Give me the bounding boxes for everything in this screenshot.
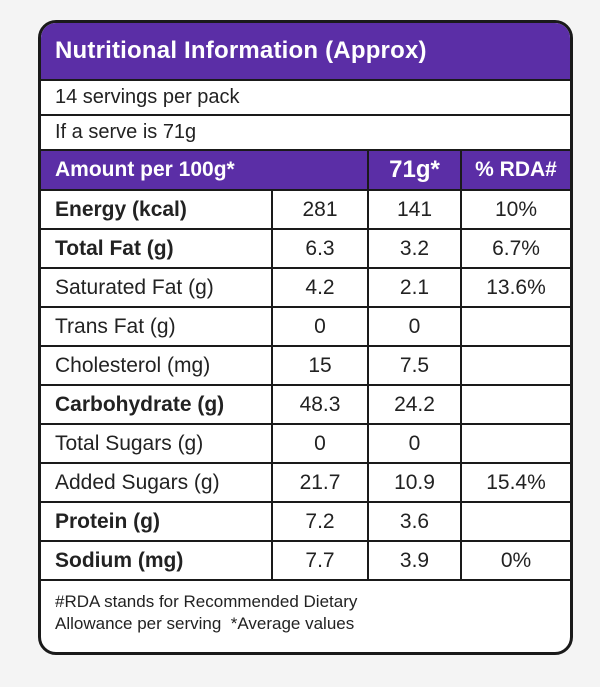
- table-row: Total Sugars (g) 0 0: [41, 424, 570, 464]
- value-per-100g: 0: [272, 307, 370, 347]
- value-per-serve: 3.6: [368, 502, 463, 542]
- nutrient-name: Carbohydrate (g): [41, 385, 273, 425]
- header-rda: % RDA#: [461, 151, 570, 191]
- table-row: Total Fat (g) 6.3 3.2 6.7%: [41, 229, 570, 269]
- value-per-serve: 141: [368, 190, 463, 230]
- footnote: #RDA stands for Recommended Dietary Allo…: [41, 581, 570, 635]
- value-per-serve: 3.2: [368, 229, 463, 269]
- footnote-average-line: Allowance per serving *Average values: [55, 614, 355, 633]
- serving-size: If a serve is 71g: [41, 116, 570, 151]
- table-row: Energy (kcal) 281 141 10%: [41, 190, 570, 230]
- nutrition-label: Nutritional Information (Approx) 14 serv…: [38, 20, 573, 655]
- nutrient-name: Cholesterol (mg): [41, 346, 273, 386]
- value-per-100g: 281: [272, 190, 370, 230]
- nutrient-name: Trans Fat (g): [41, 307, 273, 347]
- value-per-100g: 6.3: [272, 229, 370, 269]
- value-per-100g: 0: [272, 424, 370, 464]
- value-rda: [461, 385, 570, 425]
- table-row: Sodium (mg) 7.7 3.9 0%: [41, 541, 570, 581]
- value-per-100g: 7.2: [272, 502, 370, 542]
- header-per-serve: 71g*: [368, 151, 463, 191]
- value-per-100g: 7.7: [272, 541, 370, 581]
- value-rda: 13.6%: [461, 268, 570, 308]
- value-rda: 0%: [461, 541, 570, 581]
- footnote-rda-line: #RDA stands for Recommended Dietary: [55, 592, 358, 611]
- value-rda: 6.7%: [461, 229, 570, 269]
- servings-per-pack: 14 servings per pack: [41, 81, 570, 116]
- value-per-100g: 15: [272, 346, 370, 386]
- table-row: Protein (g) 7.2 3.6: [41, 502, 570, 542]
- nutrient-name: Added Sugars (g): [41, 463, 273, 503]
- nutrient-name: Total Fat (g): [41, 229, 273, 269]
- value-rda: [461, 502, 570, 542]
- value-per-serve: 0: [368, 424, 463, 464]
- value-per-serve: 2.1: [368, 268, 463, 308]
- value-rda: 15.4%: [461, 463, 570, 503]
- table-row: Carbohydrate (g) 48.3 24.2: [41, 385, 570, 425]
- value-per-serve: 10.9: [368, 463, 463, 503]
- table-row: Trans Fat (g) 0 0: [41, 307, 570, 347]
- value-per-100g: 48.3: [272, 385, 370, 425]
- nutrient-name: Total Sugars (g): [41, 424, 273, 464]
- nutrition-table: Amount per 100g* 71g* % RDA# Energy (kca…: [41, 151, 570, 581]
- value-per-100g: 4.2: [272, 268, 370, 308]
- value-per-100g: 21.7: [272, 463, 370, 503]
- table-row: Cholesterol (mg) 15 7.5: [41, 346, 570, 386]
- value-per-serve: 3.9: [368, 541, 463, 581]
- label-title: Nutritional Information (Approx): [41, 23, 570, 81]
- value-per-serve: 0: [368, 307, 463, 347]
- nutrient-name: Saturated Fat (g): [41, 268, 273, 308]
- value-rda: [461, 346, 570, 386]
- table-row: Added Sugars (g) 21.7 10.9 15.4%: [41, 463, 570, 503]
- table-header-row: Amount per 100g* 71g* % RDA#: [41, 151, 570, 191]
- value-rda: [461, 307, 570, 347]
- nutrient-name: Sodium (mg): [41, 541, 273, 581]
- nutrient-name: Energy (kcal): [41, 190, 273, 230]
- value-rda: 10%: [461, 190, 570, 230]
- value-per-serve: 7.5: [368, 346, 463, 386]
- value-per-serve: 24.2: [368, 385, 463, 425]
- nutrient-name: Protein (g): [41, 502, 273, 542]
- table-row: Saturated Fat (g) 4.2 2.1 13.6%: [41, 268, 570, 308]
- header-amount-per-100g: Amount per 100g*: [41, 151, 370, 191]
- value-rda: [461, 424, 570, 464]
